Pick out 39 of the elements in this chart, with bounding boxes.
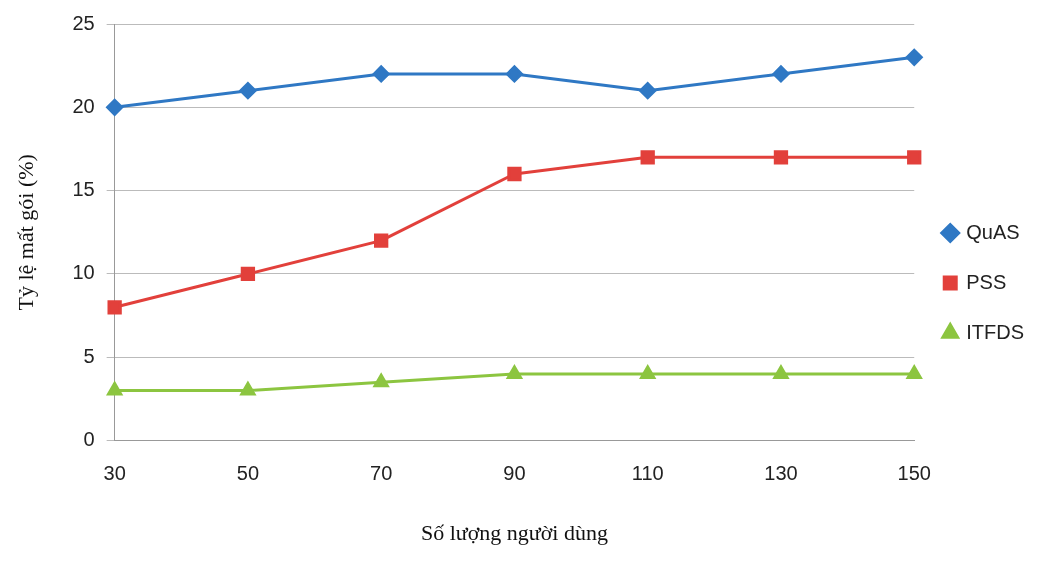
- point: [640, 150, 655, 165]
- x-tick-label: 150: [897, 462, 931, 485]
- point: [240, 266, 256, 282]
- point: [505, 65, 523, 83]
- point: [240, 382, 256, 396]
- legend-label: ITFDS: [966, 320, 1025, 343]
- point: [372, 65, 390, 83]
- point: [506, 365, 522, 379]
- point: [239, 82, 257, 100]
- point: [773, 365, 789, 379]
- point: [640, 365, 656, 379]
- point: [772, 65, 790, 83]
- point: [639, 82, 657, 100]
- legend-label: PSS: [966, 270, 1007, 293]
- x-tick-label: 50: [236, 462, 260, 485]
- x-tick-label: 90: [503, 462, 526, 485]
- point: [107, 300, 122, 315]
- point: [374, 233, 389, 248]
- y-tick-label: 20: [72, 94, 95, 117]
- point: [905, 48, 923, 66]
- point: [106, 98, 124, 116]
- y-tick-label: 0: [83, 428, 95, 451]
- x-tick-label: 70: [370, 462, 393, 485]
- y-tick-label: 25: [72, 11, 95, 34]
- point: [906, 365, 922, 379]
- legend-label: QuAS: [966, 220, 1020, 243]
- point: [773, 150, 789, 165]
- x-tick-label: 130: [764, 462, 798, 485]
- x-tick-label: 110: [631, 462, 664, 485]
- point: [107, 382, 123, 396]
- x-tick-label: 30: [103, 462, 126, 485]
- y-tick-label: 5: [83, 344, 95, 367]
- y-tick-label: 10: [72, 261, 95, 284]
- point: [373, 373, 389, 388]
- x-axis-title: Số lượng người dùng: [420, 519, 608, 545]
- y-axis-title: Tỷ lệ mất gói (%): [12, 154, 38, 311]
- point: [907, 150, 922, 165]
- y-tick-label: 15: [72, 178, 95, 201]
- point: [507, 166, 522, 182]
